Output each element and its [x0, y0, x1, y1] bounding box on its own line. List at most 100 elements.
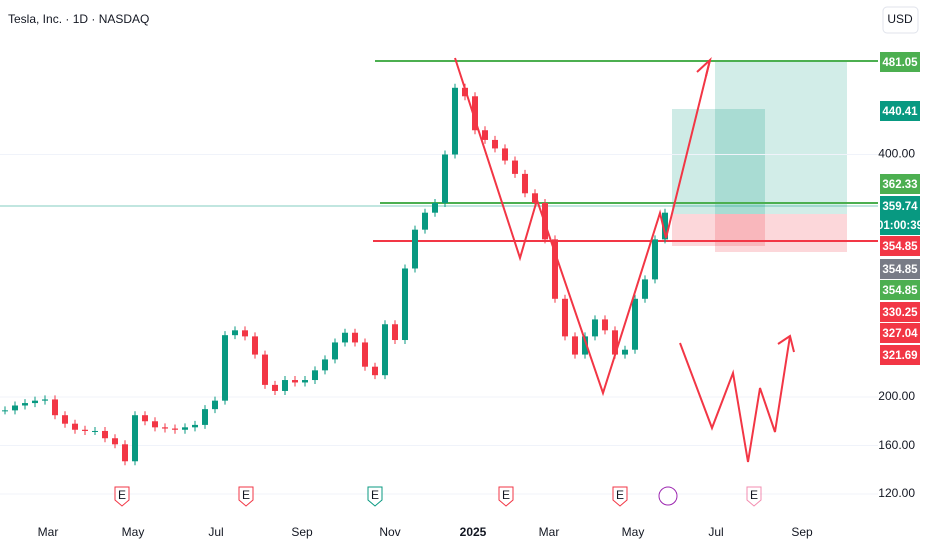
price-tag-label: 01:00:39 — [877, 220, 923, 232]
price-tick-label: 400.00 — [878, 147, 915, 161]
candle-body — [652, 239, 658, 280]
time-label: Mar — [539, 525, 560, 539]
time-label: 2025 — [460, 525, 487, 539]
candle-body — [562, 298, 568, 337]
candle-body — [82, 429, 88, 431]
price-tag-bg — [880, 215, 920, 235]
candle-body — [322, 359, 328, 371]
price-tag: 362.33 — [880, 174, 920, 194]
candle-body — [522, 173, 528, 194]
marker-label: E — [750, 488, 758, 502]
candle-body — [262, 354, 268, 385]
price-tag-bg — [880, 174, 920, 194]
candle-body — [212, 400, 218, 410]
earnings-marker[interactable]: E — [114, 486, 130, 507]
arrow-head — [696, 56, 712, 77]
dividend-marker — [658, 486, 678, 506]
candle-body — [122, 444, 128, 462]
price-tag-label: 354.85 — [882, 264, 918, 276]
candle-body — [42, 399, 48, 401]
candle-body — [342, 332, 348, 343]
price-tag-label: 354.85 — [882, 285, 918, 297]
time-label: Sep — [291, 525, 313, 539]
candle-body — [12, 405, 18, 411]
time-label: Jul — [708, 525, 723, 539]
candle-body — [142, 415, 148, 422]
earnings-marker[interactable]: E — [746, 486, 762, 507]
marker-shape — [367, 486, 383, 507]
candle-body — [502, 148, 508, 161]
long-position-profit-2 — [715, 61, 847, 214]
candle-body — [462, 87, 468, 97]
candle-body — [2, 410, 8, 412]
candle-body — [32, 400, 38, 404]
earnings-marker[interactable]: E — [367, 486, 383, 507]
price-tag: 354.85 — [880, 236, 920, 256]
marker-shape — [498, 486, 514, 507]
price-tag-label: 354.85 — [882, 241, 918, 253]
candles — [0, 83, 878, 495]
currency-button[interactable] — [882, 6, 919, 34]
candle-body — [552, 239, 558, 299]
candle-body — [312, 370, 318, 381]
price-tag: 440.41 — [880, 101, 920, 121]
candle-body — [412, 229, 418, 269]
pattern-path — [454, 57, 711, 397]
marker-shape — [238, 486, 254, 507]
price-tick-label: 160.00 — [878, 438, 915, 452]
time-label: Mar — [38, 525, 59, 539]
candle-body — [442, 154, 448, 203]
price-tag-bg — [880, 280, 920, 300]
price-tag-bg — [880, 259, 920, 279]
candle-body — [352, 332, 358, 343]
price-tag: 481.05 — [880, 52, 920, 72]
earnings-marker[interactable]: E — [238, 486, 254, 507]
price-tag: 354.85 — [880, 280, 920, 300]
price-tag-label: 362.33 — [882, 179, 917, 191]
price-tag-label: 321.69 — [882, 350, 917, 362]
time-label: Nov — [379, 525, 400, 539]
candle-body — [532, 193, 538, 203]
candle-body — [302, 380, 308, 383]
earnings-marker[interactable]: E — [612, 486, 628, 507]
price-tag-bg — [880, 52, 920, 72]
price-tag-bg — [880, 196, 920, 216]
candle-body — [62, 415, 68, 424]
candle-body — [172, 428, 178, 430]
price-tag-label: 359.74 — [882, 201, 918, 213]
candle-body — [102, 430, 108, 439]
candle-body — [622, 349, 628, 355]
candle-body — [392, 324, 398, 341]
candle-body — [422, 212, 428, 230]
price-tag: 01:00:39 — [877, 215, 923, 235]
candle-body — [472, 96, 478, 131]
long-position-profit — [672, 109, 765, 214]
price-tag-bg — [880, 302, 920, 322]
candle-body — [222, 335, 228, 401]
marker-label: E — [616, 488, 624, 502]
candle-body — [332, 342, 338, 360]
marker-label: E — [502, 488, 510, 502]
candle-body — [152, 421, 158, 428]
candle-body — [592, 319, 598, 337]
candle-body — [612, 330, 618, 355]
candle-body — [112, 438, 118, 445]
candle-body — [632, 298, 638, 350]
candle-body — [452, 87, 458, 155]
candle-body — [52, 399, 58, 416]
price-tag: 327.04 — [880, 323, 920, 343]
symbol-title: Tesla, Inc. · 1D · NASDAQ — [8, 12, 149, 26]
candle-body — [92, 430, 98, 432]
candle-body — [282, 380, 288, 391]
time-label: May — [122, 525, 145, 539]
candle-body — [292, 380, 298, 383]
marker-shape — [746, 486, 762, 507]
candle-body — [242, 330, 248, 337]
marker-label: E — [118, 488, 126, 502]
candle-body — [512, 160, 518, 174]
candle-body — [492, 139, 498, 149]
earnings-marker[interactable]: E — [498, 486, 514, 507]
candle-body — [572, 336, 578, 355]
currency[interactable]: USD — [887, 12, 913, 26]
time-label: Jul — [208, 525, 223, 539]
